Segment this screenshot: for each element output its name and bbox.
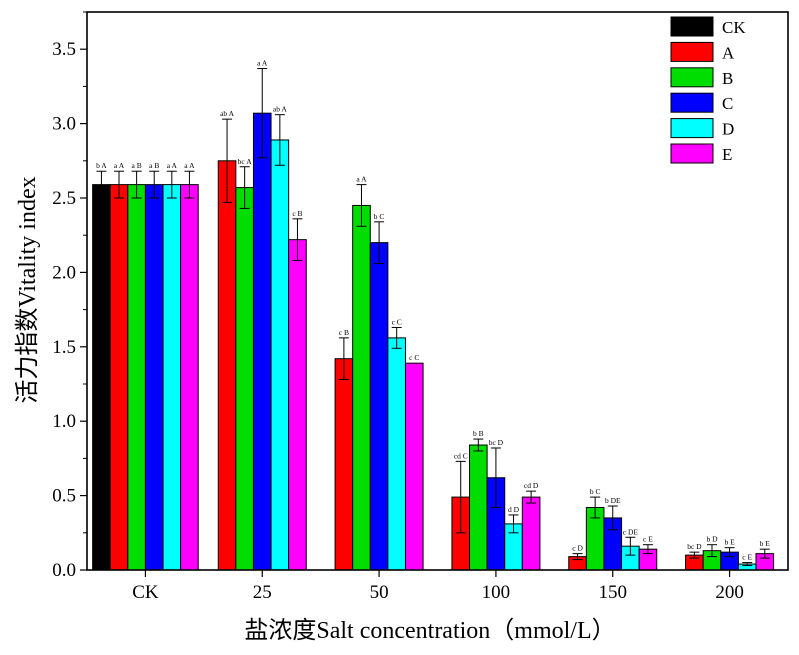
significance-label: a A <box>184 161 195 170</box>
legend-swatch <box>670 41 714 62</box>
legend-swatch <box>670 92 714 113</box>
legend-swatch <box>670 118 714 139</box>
bar <box>127 184 146 571</box>
y-tick-label: 0.5 <box>52 486 76 507</box>
significance-label: c C <box>392 317 402 326</box>
legend-label: A <box>722 43 735 62</box>
significance-label: a A <box>114 161 125 170</box>
bar <box>180 184 199 571</box>
significance-label: a B <box>149 161 159 170</box>
significance-label: bc D <box>489 438 504 447</box>
bar <box>162 184 182 571</box>
significance-label: b DE <box>605 496 621 505</box>
bar <box>334 358 354 571</box>
significance-label: b D <box>706 535 718 544</box>
significance-label: c B <box>339 328 349 337</box>
significance-label: b E <box>724 538 735 547</box>
significance-label: cd D <box>524 481 539 490</box>
bar <box>404 362 424 571</box>
significance-label: c E <box>742 553 752 562</box>
significance-label: b C <box>590 487 601 496</box>
significance-label: b C <box>374 212 385 221</box>
y-tick-label: 1.0 <box>52 411 76 432</box>
ticks-layer: CK 25 50 100 150 200 0.0 0.5 1.0 1.5 2.0 2.5 3.0 3.5 <box>52 11 744 603</box>
bar <box>288 239 307 571</box>
legend-label: CK <box>722 18 746 37</box>
significance-label: a A <box>356 175 367 184</box>
x-tick-label: 25 <box>253 582 272 603</box>
bar <box>92 184 111 571</box>
legend-label: E <box>722 145 732 164</box>
legend-label: C <box>722 94 733 113</box>
significance-label: ab A <box>220 109 235 118</box>
bar <box>352 204 371 571</box>
significance-label: c C <box>409 353 419 362</box>
y-tick-label: 3.0 <box>52 114 76 135</box>
bar <box>144 184 164 571</box>
significance-label: ab A <box>273 105 288 114</box>
y-tick-label: 1.5 <box>52 337 76 358</box>
legend-label: D <box>722 120 734 139</box>
x-tick-label: 150 <box>599 582 628 603</box>
y-tick-label: 2.0 <box>52 262 76 283</box>
significance-label: bc A <box>238 157 253 166</box>
significance-label: c D <box>572 544 583 553</box>
y-tick-label: 2.5 <box>52 188 76 209</box>
significance-label: d D <box>508 505 520 514</box>
bar <box>521 496 541 571</box>
significance-label: a A <box>257 59 268 68</box>
significance-label: a A <box>167 161 178 170</box>
significance-label: a B <box>132 161 142 170</box>
significance-label: b E <box>760 539 771 548</box>
significance-labels-layer: b A a A a B a B a A a A ab A bc A a A ab A c B c B a… <box>96 59 770 562</box>
bar <box>252 112 272 571</box>
errorbars-layer <box>96 68 770 567</box>
bar <box>270 139 290 571</box>
plot-frame <box>86 11 789 571</box>
y-tick-label: 0.0 <box>52 560 76 581</box>
legend-swatch <box>670 16 714 37</box>
bar <box>217 160 237 571</box>
bars-layer <box>92 112 775 571</box>
y-axis-title: 活力指数Vitality index <box>14 176 41 403</box>
x-tick-label: CK <box>132 582 159 603</box>
x-tick-label: 200 <box>715 582 744 603</box>
legend-swatch <box>670 143 714 164</box>
significance-label: b B <box>473 429 484 438</box>
axes-layer <box>86 11 789 571</box>
x-tick-label: 100 <box>482 582 511 603</box>
y-tick-label: 3.5 <box>52 39 76 60</box>
significance-label: c B <box>292 209 302 218</box>
x-axis-title: 盐浓度Salt concentration（mmol/L） <box>244 617 615 644</box>
bar <box>469 444 488 571</box>
significance-label: c E <box>643 535 653 544</box>
bar <box>235 187 254 571</box>
bar <box>109 184 129 571</box>
x-tick-label: 50 <box>370 582 389 603</box>
significance-label: cd C <box>454 451 468 460</box>
significance-label: c DE <box>623 527 639 536</box>
bar <box>369 242 389 571</box>
legend-label: B <box>722 69 733 88</box>
significance-label: b A <box>96 161 107 170</box>
legend-swatch <box>670 67 714 88</box>
significance-label: bc D <box>687 542 702 551</box>
bar <box>387 337 406 571</box>
